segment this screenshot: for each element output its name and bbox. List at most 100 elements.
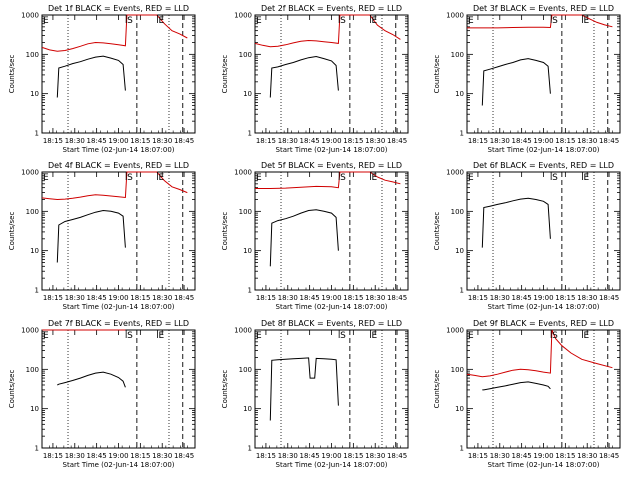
- x-tick-label: 18:15: [130, 137, 150, 145]
- y-tick-label: 1: [460, 130, 464, 138]
- series-line-black: [481, 197, 551, 248]
- chart-panel-1: Det 1f BLACK = Events, RED = LLD 1 10 100 10…: [8, 4, 196, 154]
- y-tick-label: 1: [248, 130, 252, 138]
- x-tick-label: 19:00: [533, 452, 553, 460]
- x-tick-label: 18:30: [490, 137, 510, 145]
- x-tick-label: 19:00: [108, 137, 128, 145]
- chart-panel-2: Det 2f BLACK = Events, RED = LLD 1 10 100 10…: [221, 4, 409, 154]
- y-tick-label: 1000: [21, 327, 39, 335]
- chart-panel-9: Det 9f BLACK = Events, RED = LLD 1 10 100 10…: [433, 319, 621, 469]
- x-tick-label: 18:15: [555, 294, 575, 302]
- chart-title: Det 2f BLACK = Events, RED = LLD: [261, 4, 402, 13]
- plot-frame: [466, 14, 621, 134]
- x-tick-label: 18:30: [152, 137, 172, 145]
- chart-panel-5: Det 5f BLACK = Events, RED = LLD 1 10 100 10…: [221, 161, 409, 311]
- x-axis-label: Start Time (02-Jun-14 18:07:00): [276, 461, 388, 469]
- plot-frame: [254, 14, 409, 134]
- series-line-black: [57, 371, 126, 388]
- x-tick-label: 18:30: [365, 294, 385, 302]
- x-tick-label: 18:45: [174, 137, 194, 145]
- x-tick-label: 18:45: [174, 452, 194, 460]
- y-tick-label: 10: [30, 405, 39, 413]
- x-tick-label: 18:30: [577, 294, 597, 302]
- series-line-black: [481, 58, 551, 106]
- y-tick-label: 10: [243, 90, 252, 98]
- y-tick-label: 1000: [234, 12, 252, 20]
- chart-panel-6: Det 6f BLACK = Events, RED = LLD 1 10 100 10…: [433, 161, 621, 311]
- chart-panel-7: Det 7f BLACK = Events, RED = LLD 1 10 100 10…: [8, 319, 196, 469]
- y-tick-label: 10: [455, 90, 464, 98]
- y-tick-label: 10: [455, 405, 464, 413]
- plot-frame: [254, 171, 409, 291]
- y-tick-label: 10: [30, 247, 39, 255]
- x-axis-label: Start Time (02-Jun-14 18:07:00): [488, 461, 600, 469]
- x-tick-label: 18:45: [174, 294, 194, 302]
- segment-mark-label: E: [584, 173, 590, 183]
- x-tick-label: 18:45: [300, 452, 320, 460]
- segment-mark-label: E: [159, 173, 165, 183]
- segment-mark-label: E: [372, 331, 378, 341]
- y-tick-label: 1: [460, 445, 464, 453]
- segment-mark-label: E: [43, 16, 49, 26]
- segment-mark-label: E: [584, 16, 590, 26]
- x-tick-label: 18:45: [87, 294, 107, 302]
- y-axis-label: Counts/sec: [221, 370, 229, 409]
- y-axis-label: Counts/sec: [8, 212, 16, 251]
- x-tick-label: 18:30: [65, 137, 85, 145]
- segment-mark-label: E: [584, 331, 590, 341]
- y-tick-label: 100: [451, 51, 464, 59]
- x-tick-label: 18:30: [65, 294, 85, 302]
- segment-mark-label: S: [127, 331, 133, 341]
- chart-title: Det 1f BLACK = Events, RED = LLD: [48, 4, 189, 13]
- series-line-red: [41, 14, 188, 52]
- y-tick-label: 100: [26, 208, 39, 216]
- y-axis-label: Counts/sec: [8, 370, 16, 409]
- segment-mark-label: S: [552, 16, 558, 26]
- y-tick-label: 10: [243, 247, 252, 255]
- y-tick-label: 1: [35, 287, 39, 295]
- x-tick-label: 18:45: [387, 137, 407, 145]
- x-tick-label: 19:00: [321, 137, 341, 145]
- x-tick-label: 18:30: [65, 452, 85, 460]
- x-tick-label: 18:30: [490, 452, 510, 460]
- x-tick-label: 18:45: [599, 452, 619, 460]
- y-tick-label: 100: [239, 366, 252, 374]
- x-tick-label: 18:45: [512, 294, 532, 302]
- segment-mark-label: E: [159, 16, 165, 26]
- y-tick-label: 1: [248, 287, 252, 295]
- x-tick-label: 18:15: [468, 137, 488, 145]
- x-tick-label: 18:15: [130, 294, 150, 302]
- x-axis-label: Start Time (02-Jun-14 18:07:00): [276, 146, 388, 154]
- segment-mark-label: S: [340, 16, 346, 26]
- chart-title: Det 3f BLACK = Events, RED = LLD: [473, 4, 614, 13]
- y-tick-label: 1: [248, 445, 252, 453]
- x-tick-label: 19:00: [321, 452, 341, 460]
- y-tick-label: 100: [451, 208, 464, 216]
- series-line-red: [41, 171, 188, 201]
- x-tick-label: 18:30: [490, 294, 510, 302]
- x-tick-label: 18:15: [43, 137, 63, 145]
- x-tick-label: 18:15: [256, 294, 276, 302]
- segment-mark-label: S: [340, 173, 346, 183]
- chart-title: Det 4f BLACK = Events, RED = LLD: [48, 161, 189, 170]
- chart-title: Det 8f BLACK = Events, RED = LLD: [261, 319, 402, 328]
- chart-title: Det 7f BLACK = Events, RED = LLD: [48, 319, 189, 328]
- x-tick-label: 18:45: [512, 452, 532, 460]
- x-tick-label: 18:30: [152, 452, 172, 460]
- y-tick-label: 100: [239, 208, 252, 216]
- x-tick-label: 18:15: [256, 137, 276, 145]
- y-tick-label: 1000: [446, 327, 464, 335]
- x-tick-label: 19:00: [321, 294, 341, 302]
- x-axis-label: Start Time (02-Jun-14 18:07:00): [276, 303, 388, 311]
- x-tick-label: 19:00: [108, 294, 128, 302]
- x-tick-label: 18:30: [278, 294, 298, 302]
- segment-mark-label: S: [127, 173, 133, 183]
- x-tick-label: 18:15: [43, 452, 63, 460]
- y-tick-label: 1: [35, 130, 39, 138]
- x-tick-label: 18:30: [152, 294, 172, 302]
- x-tick-label: 18:15: [555, 137, 575, 145]
- y-tick-label: 1: [460, 287, 464, 295]
- series-line-black: [269, 209, 339, 267]
- x-tick-label: 18:15: [256, 452, 276, 460]
- segment-mark-label: E: [256, 16, 262, 26]
